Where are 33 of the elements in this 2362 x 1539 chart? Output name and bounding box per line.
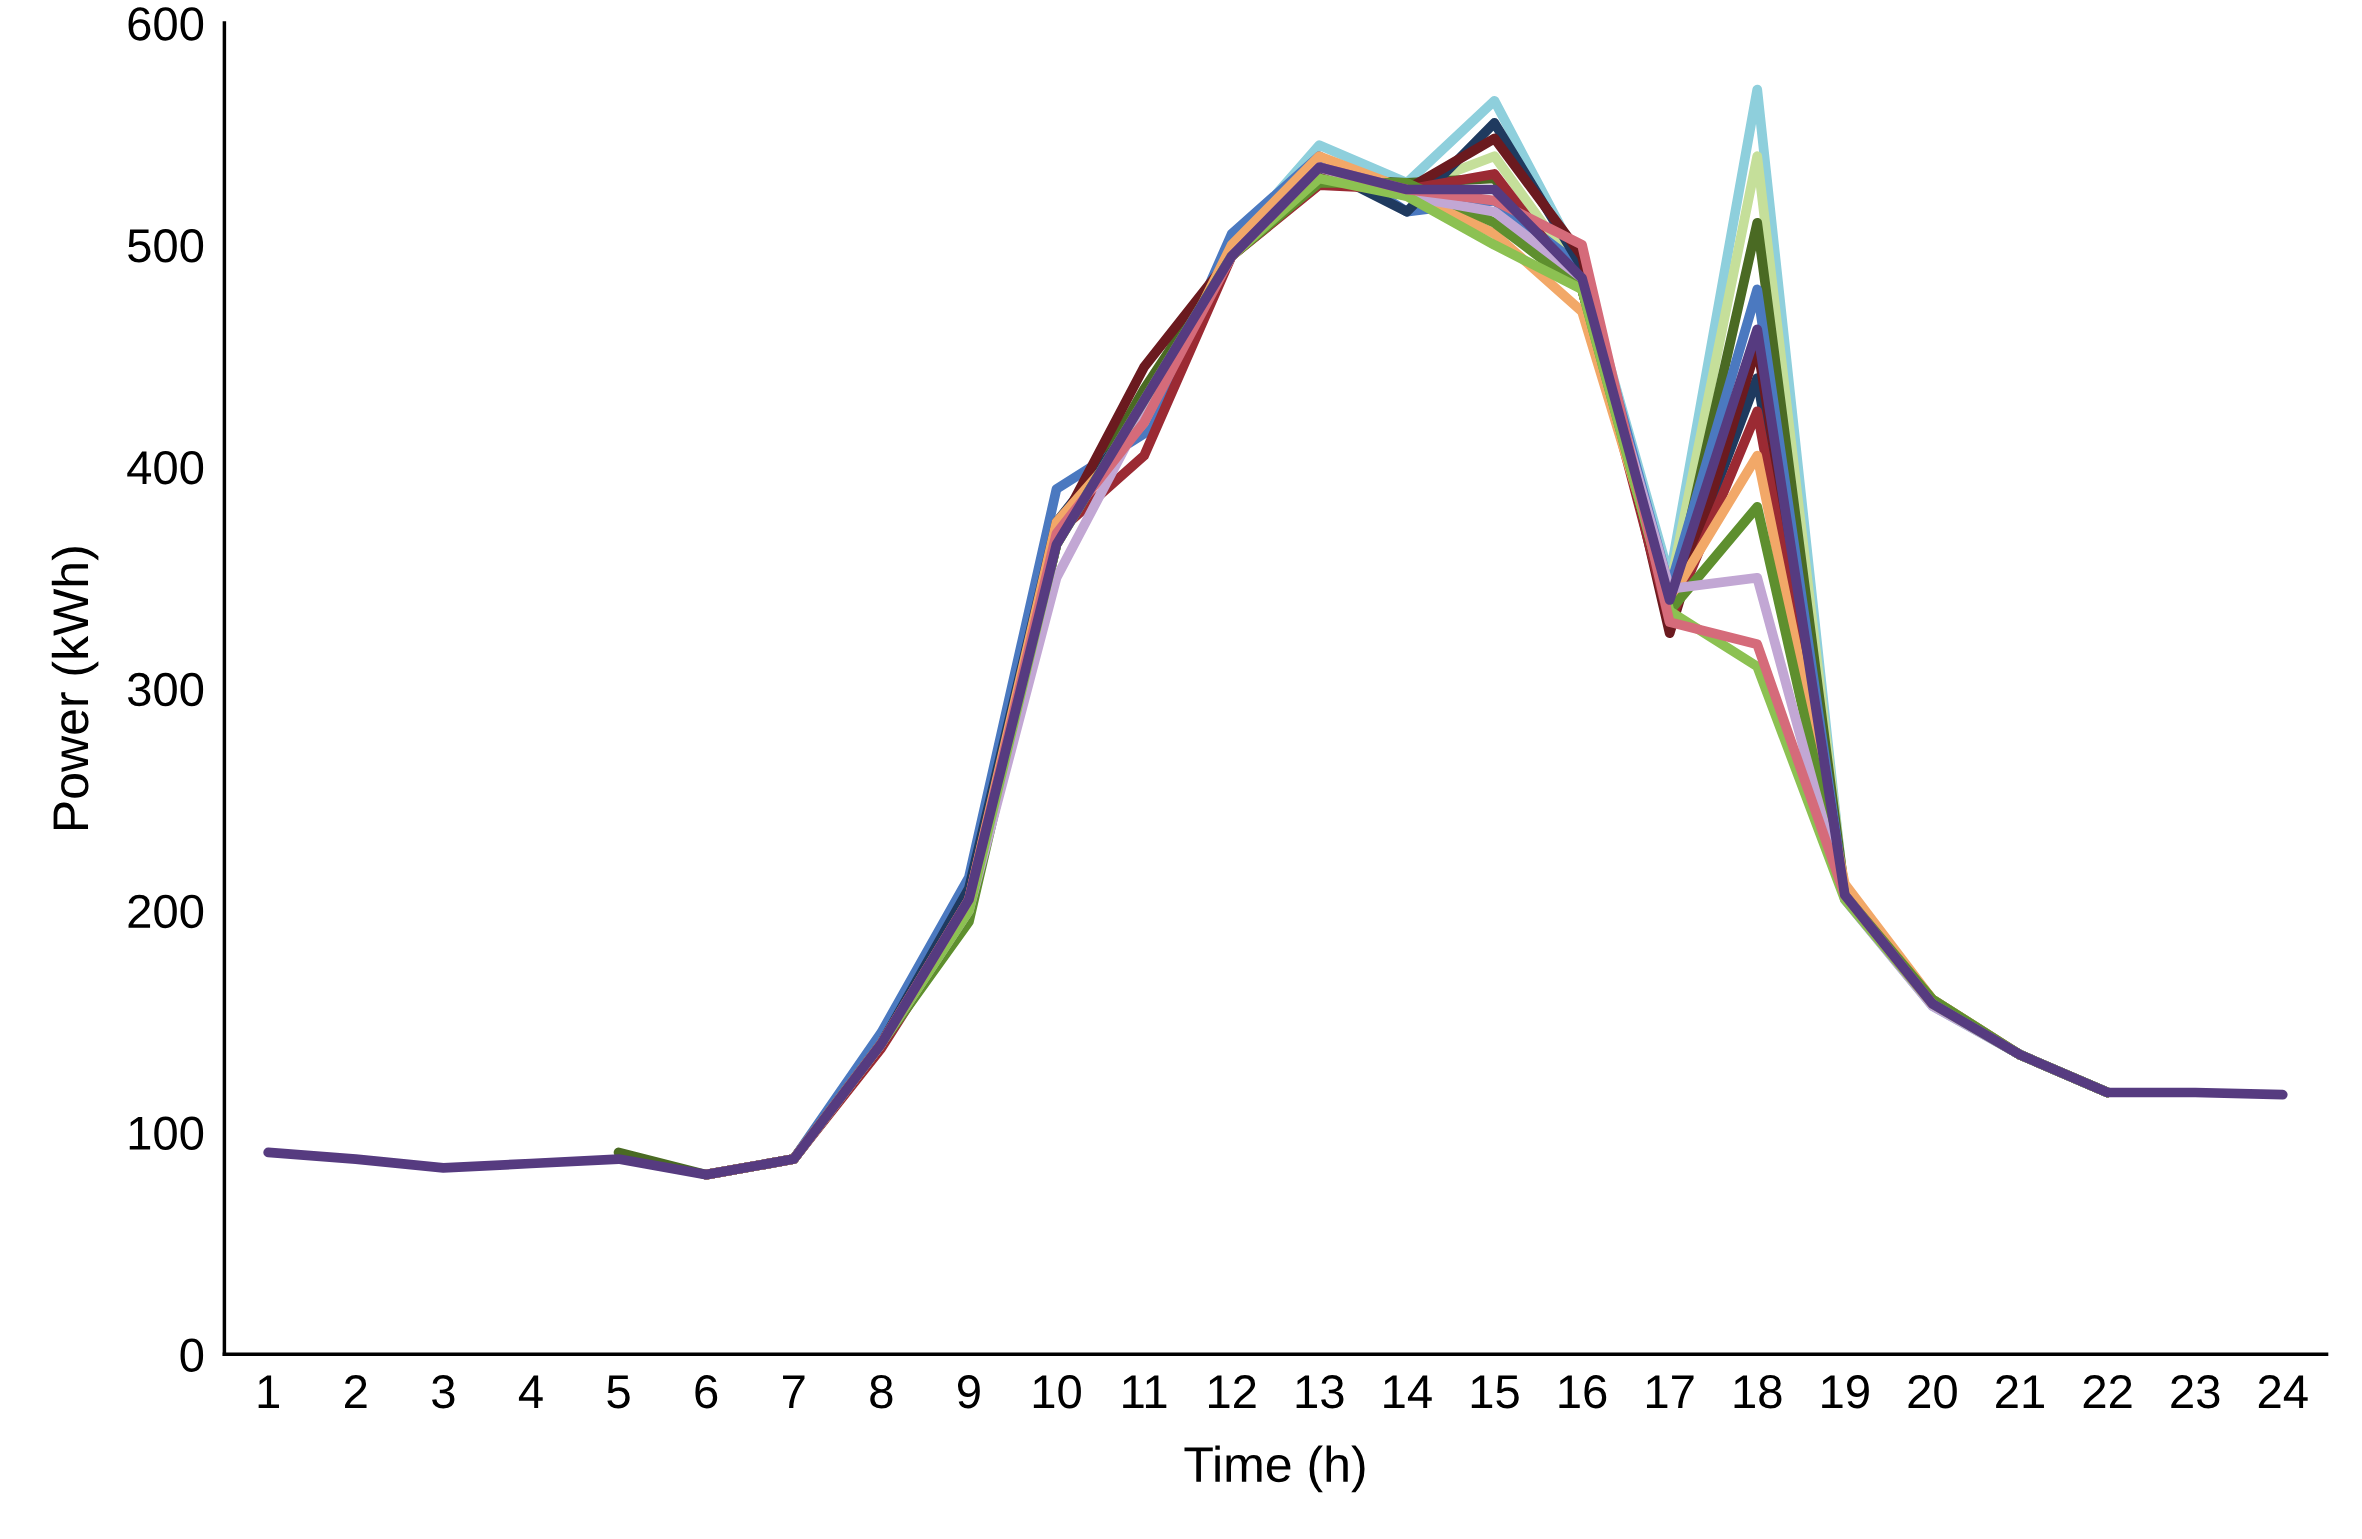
x-tick-label: 6 (695, 1375, 718, 1409)
x-tick-label: 11 (1123, 1375, 1167, 1408)
x-tick-label: 5 (607, 1375, 630, 1409)
x-tick-label: 13 (1296, 1375, 1344, 1409)
x-tick-label: 17 (1646, 1375, 1694, 1408)
y-tick-label: 300 (127, 672, 204, 707)
x-tick-label: 18 (1734, 1375, 1782, 1409)
x-tick-label: 3 (432, 1375, 455, 1409)
y-tick-label: 200 (128, 894, 204, 929)
x-axis-title: Time (h) (1184, 1445, 1365, 1493)
y-tick-label: 600 (128, 7, 204, 41)
x-tick-label: 19 (1822, 1375, 1869, 1409)
x-tick-label: 7 (783, 1375, 805, 1408)
x-tick-label: 4 (518, 1375, 543, 1408)
x-tick-label: 23 (2171, 1375, 2220, 1409)
y-tick-label: 0 (180, 1338, 204, 1372)
x-tick-label: 14 (1384, 1375, 1432, 1408)
x-tick-label: 21 (1996, 1375, 2044, 1408)
x-tick-label: 1 (258, 1375, 280, 1408)
x-tick-label: 15 (1471, 1375, 1519, 1409)
x-tick-label: 20 (1908, 1375, 1957, 1409)
y-tick-label: 400 (127, 450, 204, 485)
x-tick-label: 12 (1209, 1375, 1256, 1408)
y-tick-label: 100 (129, 1116, 204, 1151)
x-tick-label: 10 (1033, 1375, 1081, 1409)
x-tick-label: 22 (2083, 1375, 2132, 1408)
x-tick-label: 24 (2258, 1375, 2308, 1408)
x-tick-label: 8 (870, 1375, 893, 1409)
x-tick-label: 16 (1559, 1375, 1607, 1409)
x-tick-label: 2 (345, 1375, 367, 1408)
x-tick-label: 9 (958, 1375, 980, 1409)
y-tick-label: 500 (128, 229, 204, 263)
y-axis-title: Power (kWh) (51, 547, 99, 830)
